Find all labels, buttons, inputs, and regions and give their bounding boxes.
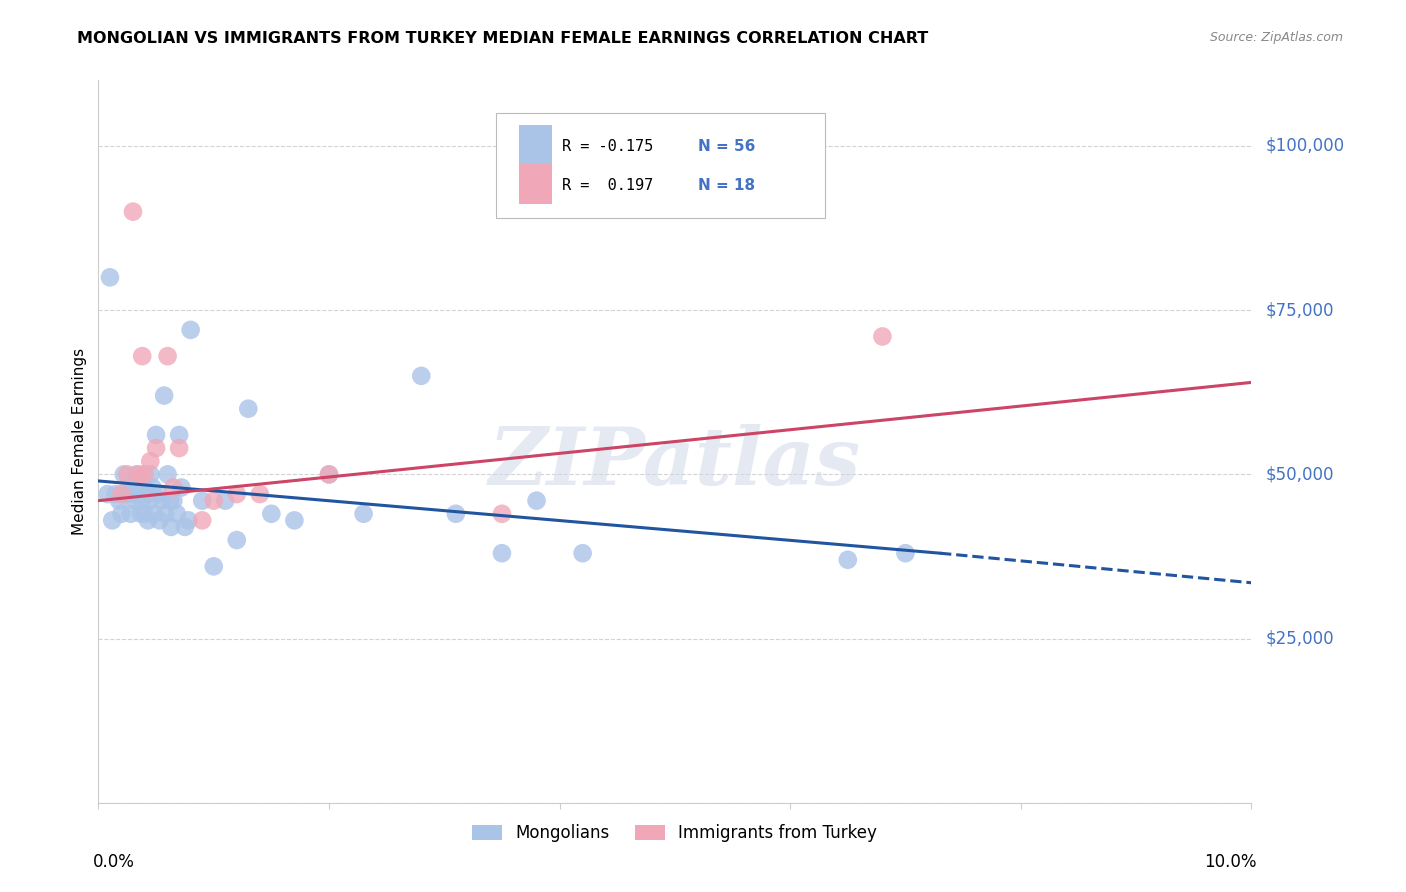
Point (155, 507, 177, 521)
Point (159, 493, 181, 508)
Point (139, 454, 162, 468)
Point (162, 493, 184, 508)
Point (260, 507, 283, 521)
FancyBboxPatch shape (496, 112, 825, 218)
Point (353, 507, 375, 521)
Point (104, 487, 127, 501)
Point (112, 467, 135, 482)
Point (145, 428, 167, 442)
Point (180, 323, 202, 337)
Text: Source: ZipAtlas.com: Source: ZipAtlas.com (1209, 31, 1343, 45)
Point (526, 493, 548, 508)
Point (170, 481, 193, 495)
Point (148, 513, 170, 527)
Bar (519, 125, 551, 165)
Point (177, 513, 200, 527)
Text: $25,000: $25,000 (1265, 630, 1334, 648)
Point (142, 481, 165, 495)
Point (202, 559, 225, 574)
Point (444, 507, 467, 521)
Point (122, 487, 145, 501)
Point (837, 553, 859, 567)
Point (872, 329, 894, 343)
Legend: Mongolians, Immigrants from Turkey: Mongolians, Immigrants from Turkey (465, 817, 884, 848)
Text: R = -0.175: R = -0.175 (562, 139, 654, 154)
Point (148, 487, 170, 501)
Point (128, 467, 150, 482)
Point (120, 507, 142, 521)
Point (156, 467, 179, 482)
Point (139, 493, 162, 508)
Point (153, 388, 176, 402)
Point (134, 507, 156, 521)
Point (411, 368, 433, 383)
Point (191, 513, 214, 527)
Text: MONGOLIAN VS IMMIGRANTS FROM TURKEY MEDIAN FEMALE EARNINGS CORRELATION CHART: MONGOLIAN VS IMMIGRANTS FROM TURKEY MEDI… (77, 31, 928, 46)
Point (117, 467, 139, 482)
Point (571, 546, 593, 560)
Point (145, 441, 167, 455)
Point (142, 507, 165, 521)
Point (128, 487, 150, 501)
Point (134, 481, 156, 495)
Point (139, 467, 162, 482)
Text: $50,000: $50,000 (1265, 466, 1334, 483)
Point (136, 513, 159, 527)
Point (491, 546, 513, 560)
Text: ZIPatlas: ZIPatlas (489, 425, 860, 502)
Point (162, 481, 184, 495)
Point (135, 487, 157, 501)
Point (131, 349, 153, 363)
Point (202, 493, 225, 508)
Point (238, 401, 260, 416)
Point (131, 493, 153, 508)
Text: R =  0.197: R = 0.197 (562, 178, 654, 193)
Text: N = 56: N = 56 (697, 139, 755, 154)
Point (191, 493, 214, 508)
Point (160, 520, 183, 534)
Point (97, 487, 120, 501)
Point (156, 349, 179, 363)
Point (112, 487, 135, 501)
Point (894, 546, 917, 560)
Point (214, 493, 236, 508)
Point (129, 507, 152, 521)
Text: $75,000: $75,000 (1265, 301, 1334, 319)
Text: 10.0%: 10.0% (1205, 854, 1257, 871)
Point (225, 533, 247, 547)
Y-axis label: Median Female Earnings: Median Female Earnings (72, 348, 87, 535)
Point (110, 487, 132, 501)
Point (283, 513, 305, 527)
Point (98, 270, 121, 285)
Text: N = 18: N = 18 (697, 178, 755, 193)
Point (150, 493, 173, 508)
Point (134, 467, 156, 482)
Point (122, 204, 145, 219)
Point (166, 507, 188, 521)
Point (110, 507, 132, 521)
Bar (519, 164, 551, 203)
Point (225, 487, 247, 501)
Point (108, 493, 131, 508)
Point (101, 513, 124, 527)
Text: 0.0%: 0.0% (93, 854, 135, 871)
Point (125, 467, 148, 482)
Text: $100,000: $100,000 (1265, 137, 1344, 155)
Point (318, 467, 340, 482)
Point (249, 487, 271, 501)
Point (491, 507, 513, 521)
Point (318, 467, 340, 482)
Point (124, 493, 146, 508)
Point (117, 487, 139, 501)
Point (167, 428, 190, 442)
Point (167, 441, 190, 455)
Point (174, 520, 197, 534)
